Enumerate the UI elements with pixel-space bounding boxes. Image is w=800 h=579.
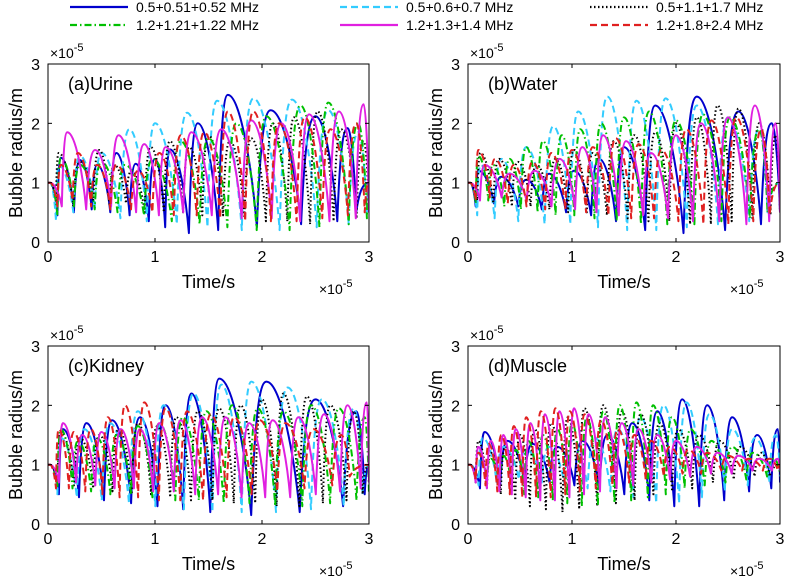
- y-exponent: ×10-5: [50, 42, 84, 61]
- y-axis-label: Bubble radius/m: [426, 88, 446, 218]
- panels: 0 1 2 3 0 1 2 3 ×10-5 ×10-5 Time/s Bubble radius/m (…: [6, 42, 785, 579]
- series-line: [468, 104, 780, 226]
- legend-entry: 1.2+1.3+1.4 MHz: [340, 17, 513, 33]
- y-axis-label: Bubble radius/m: [426, 370, 446, 500]
- y-tick-label: 3: [451, 339, 460, 356]
- panel-label: (a)Urine: [68, 74, 133, 94]
- series-line: [48, 380, 369, 514]
- y-tick-label: 0: [31, 235, 40, 252]
- x-tick-label: 1: [568, 249, 577, 266]
- x-axis-label: Time/s: [597, 554, 650, 574]
- axes-box: [467, 345, 781, 525]
- x-tick-label: 2: [672, 531, 681, 548]
- y-axis-label: Bubble radius/m: [6, 370, 26, 500]
- y-tick-label: 0: [451, 235, 460, 252]
- series-line: [48, 392, 369, 508]
- series-line: [468, 404, 780, 514]
- chart-panel: 0 1 2 3 0 1 2 3 ×10-5 ×10-5 Time/s Bubble radius/m (…: [426, 42, 785, 297]
- y-tick-label: 1: [31, 458, 40, 475]
- legend-entry: 0.5+0.6+0.7 MHz: [340, 0, 513, 15]
- x-tick-label: 0: [464, 249, 473, 266]
- chart-panel: 0 1 2 3 0 1 2 3 ×10-5 ×10-5 Time/s Bubble radius/m (…: [426, 324, 785, 579]
- x-exponent: ×10-5: [730, 278, 764, 297]
- y-exponent: ×10-5: [470, 42, 504, 61]
- series-line: [468, 401, 780, 505]
- legend-entry: 0.5+0.51+0.52 MHz: [70, 0, 259, 15]
- x-tick-label: 0: [464, 531, 473, 548]
- panel-label: (d)Muscle: [488, 356, 567, 376]
- legend-label: 0.5+0.51+0.52 MHz: [136, 0, 259, 15]
- y-tick-label: 1: [451, 176, 460, 193]
- y-tick-label: 1: [451, 458, 460, 475]
- y-tick-label: 3: [451, 57, 460, 74]
- series-line: [48, 401, 369, 499]
- y-tick-label: 3: [31, 57, 40, 74]
- x-tick-label: 0: [44, 531, 53, 548]
- series-group: [468, 398, 780, 514]
- x-tick-label: 3: [776, 249, 785, 266]
- y-tick-label: 0: [451, 517, 460, 534]
- series-line: [48, 110, 369, 223]
- y-exponent: ×10-5: [50, 324, 84, 343]
- legend-entry: 0.5+1.1+1.7 MHz: [590, 0, 763, 15]
- legend-label: 1.2+1.3+1.4 MHz: [406, 17, 513, 33]
- x-tick-label: 1: [151, 531, 160, 548]
- y-tick-label: 1: [31, 176, 40, 193]
- axes-box: [47, 63, 370, 243]
- series-group: [468, 95, 780, 235]
- series-line: [468, 407, 780, 499]
- series-line: [468, 116, 780, 226]
- series-line: [48, 401, 369, 502]
- y-exponent: ×10-5: [470, 324, 504, 343]
- x-tick-label: 2: [672, 249, 681, 266]
- legend-label: 1.2+1.8+2.4 MHz: [656, 17, 763, 33]
- x-exponent: ×10-5: [319, 560, 353, 579]
- series-line: [48, 404, 369, 508]
- chart-panel: 0 1 2 3 0 1 2 3 ×10-5 ×10-5 Time/s Bubble radius/m (…: [6, 42, 374, 297]
- x-exponent: ×10-5: [319, 278, 353, 297]
- series-line: [468, 407, 780, 502]
- y-tick-label: 2: [451, 116, 460, 133]
- x-tick-label: 0: [44, 249, 53, 266]
- x-tick-label: 1: [151, 249, 160, 266]
- x-tick-label: 2: [258, 249, 267, 266]
- legend-label: 0.5+1.1+1.7 MHz: [656, 0, 763, 15]
- series-line: [468, 398, 780, 508]
- panel-label: (b)Water: [488, 74, 557, 94]
- series-line: [468, 110, 780, 226]
- y-tick-label: 3: [31, 339, 40, 356]
- x-tick-label: 3: [365, 249, 374, 266]
- legend-label: 0.5+0.6+0.7 MHz: [406, 0, 513, 15]
- legend-label: 1.2+1.21+1.22 MHz: [136, 17, 259, 33]
- y-tick-label: 2: [451, 398, 460, 415]
- y-tick-label: 0: [31, 517, 40, 534]
- legend-entry: 1.2+1.8+2.4 MHz: [590, 17, 763, 33]
- x-exponent: ×10-5: [730, 560, 764, 579]
- y-tick-label: 2: [31, 116, 40, 133]
- axes-box: [467, 63, 781, 243]
- series-group: [48, 377, 369, 517]
- series-line: [48, 101, 369, 232]
- x-tick-label: 1: [568, 531, 577, 548]
- legend-entry: 1.2+1.21+1.22 MHz: [70, 17, 259, 33]
- x-axis-label: Time/s: [597, 272, 650, 292]
- x-tick-label: 2: [258, 531, 267, 548]
- axes-box: [47, 345, 370, 525]
- x-tick-label: 3: [776, 531, 785, 548]
- y-tick-label: 2: [31, 398, 40, 415]
- series-group: [48, 93, 369, 235]
- chart-panel: 0 1 2 3 0 1 2 3 ×10-5 ×10-5 Time/s Bubble radius/m (…: [6, 324, 374, 579]
- y-axis-label: Bubble radius/m: [6, 88, 26, 218]
- legend: 0.5+0.51+0.52 MHz 0.5+0.6+0.7 MHz 0.5+1.1+…: [70, 0, 763, 33]
- x-axis-label: Time/s: [182, 554, 235, 574]
- x-tick-label: 3: [365, 531, 374, 548]
- series-line: [468, 401, 780, 508]
- series-line: [48, 103, 369, 223]
- x-axis-label: Time/s: [182, 272, 235, 292]
- panel-label: (c)Kidney: [68, 356, 144, 376]
